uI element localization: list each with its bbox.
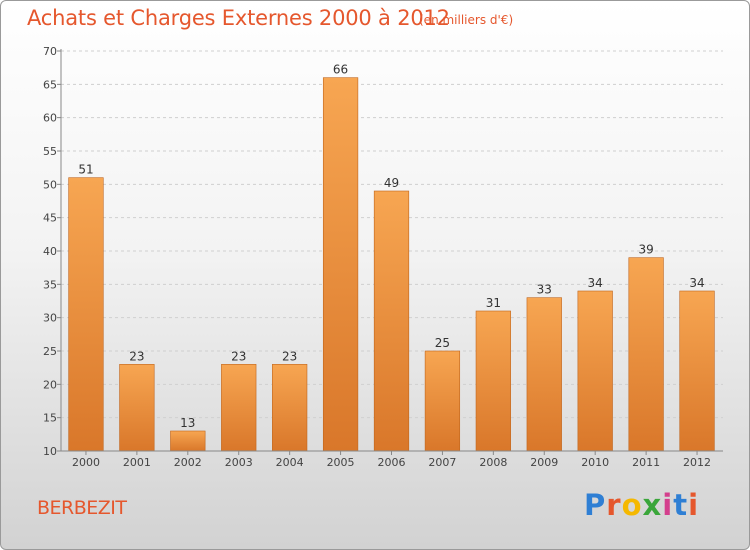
bar — [272, 364, 308, 452]
bar — [679, 290, 715, 452]
logo-letter: i — [688, 488, 700, 522]
y-axis: 10 15 20 25 30 35 40 45 50 55 60 65 70 — [43, 45, 62, 458]
y-tick-label: 50 — [43, 178, 57, 191]
logo-letter: x — [642, 488, 663, 522]
data-label: 51 — [78, 163, 93, 177]
data-label: 66 — [333, 63, 348, 77]
data-label: 34 — [588, 276, 603, 290]
logo-letter: P — [584, 488, 607, 522]
logo-letter: r — [606, 488, 622, 522]
logo-letter: o — [621, 488, 643, 522]
logo-letter: i — [662, 488, 674, 522]
y-tick-label: 70 — [43, 45, 57, 58]
y-tick-label: 40 — [43, 245, 57, 258]
data-label: 23 — [282, 349, 297, 363]
logo-letter: t — [673, 488, 689, 522]
y-tick-label: 60 — [43, 112, 57, 125]
x-tick-label: 2009 — [530, 456, 558, 469]
y-tick-label: 45 — [43, 212, 57, 225]
x-tick-label: 2012 — [683, 456, 711, 469]
x-tick-label: 2004 — [276, 456, 304, 469]
y-tick-label: 10 — [43, 445, 57, 458]
x-tick-label: 2002 — [174, 456, 202, 469]
y-tick-label: 55 — [43, 145, 57, 158]
bar — [577, 290, 613, 452]
x-tick-label: 2010 — [581, 456, 609, 469]
y-tick-label: 30 — [43, 312, 57, 325]
x-tick-label: 2008 — [479, 456, 507, 469]
x-tick-label: 2007 — [428, 456, 456, 469]
x-tick-label: 2003 — [225, 456, 253, 469]
bar — [119, 364, 155, 452]
data-label: 31 — [486, 296, 501, 310]
chart-title: Achats et Charges Externes 2000 à 2012 — [27, 6, 450, 30]
bar — [221, 364, 257, 452]
commune-name: BERBEZIT — [37, 497, 127, 519]
bar — [475, 310, 511, 452]
bars: 51 23 13 23 23 66 49 25 31 33 34 39 34 — [68, 63, 715, 452]
x-tick-label: 2001 — [123, 456, 151, 469]
bar — [322, 77, 359, 452]
y-tick-label: 35 — [43, 278, 57, 291]
y-tick-label: 20 — [43, 378, 57, 391]
data-label: 25 — [435, 336, 450, 350]
bar — [373, 190, 410, 452]
x-tick-label: 2011 — [632, 456, 660, 469]
y-tick-label: 15 — [43, 412, 57, 425]
bar — [526, 297, 562, 452]
bar — [628, 257, 664, 452]
chart-subtitle: (en milliers d'€) — [419, 13, 514, 27]
bar — [68, 177, 104, 452]
data-label: 13 — [180, 416, 195, 430]
data-label: 33 — [537, 283, 552, 297]
data-label: 49 — [384, 176, 399, 190]
y-tick-label: 25 — [43, 345, 57, 358]
bar — [424, 350, 461, 452]
y-tick-label: 65 — [43, 78, 57, 91]
x-tick-label: 2006 — [378, 456, 406, 469]
x-tick-label: 2005 — [327, 456, 355, 469]
data-label: 39 — [638, 243, 653, 257]
x-axis: 2000 2001 2002 2003 2004 2005 2006 2007 2008 2009… — [61, 450, 723, 469]
bar — [170, 430, 206, 452]
data-label: 23 — [129, 349, 144, 363]
data-label: 23 — [231, 349, 246, 363]
x-tick-label: 2000 — [72, 456, 100, 469]
proxiti-logo[interactable]: Proxiti — [584, 488, 699, 522]
data-label: 34 — [689, 276, 704, 290]
